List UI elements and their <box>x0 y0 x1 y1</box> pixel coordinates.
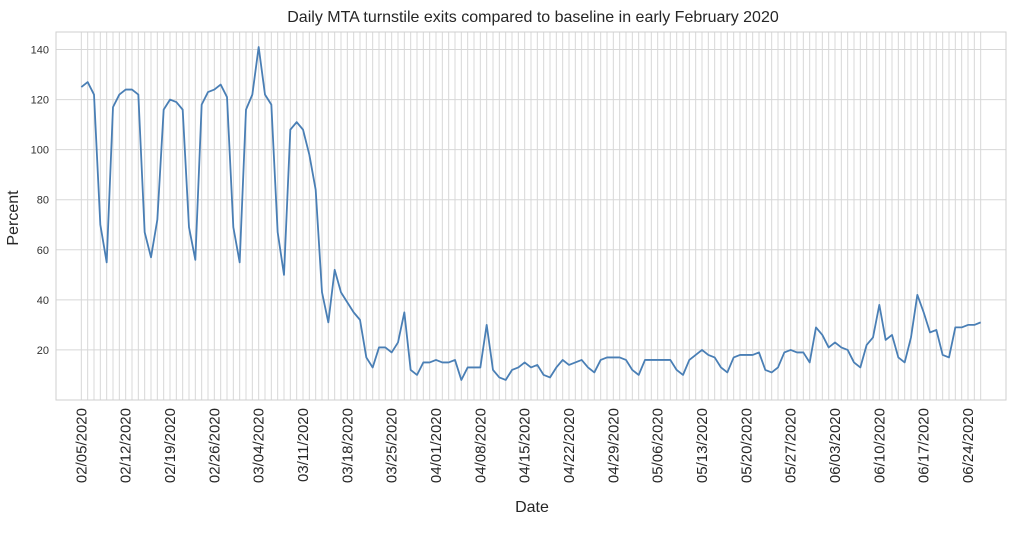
y-tick-label: 80 <box>37 195 49 207</box>
x-tick-label: 03/18/2020 <box>339 408 356 483</box>
grid-lines <box>56 32 1006 400</box>
x-tick-label: 02/26/2020 <box>206 408 223 483</box>
x-axis-ticks: 02/05/2020 02/12/2020 02/19/2020 02/26/2020… <box>73 408 977 483</box>
x-tick-label: 05/27/2020 <box>783 408 800 483</box>
x-axis-label: Date <box>515 499 549 516</box>
y-tick-label: 20 <box>37 345 49 357</box>
x-tick-label: 04/08/2020 <box>472 408 489 483</box>
y-tick-label: 100 <box>31 145 49 157</box>
x-tick-label: 02/05/2020 <box>73 408 90 483</box>
x-tick-label: 03/25/2020 <box>384 408 401 483</box>
y-tick-label: 60 <box>37 245 49 257</box>
x-tick-label: 04/22/2020 <box>561 408 578 483</box>
chart-title: Daily MTA turnstile exits compared to ba… <box>287 9 779 26</box>
y-tick-label: 40 <box>37 295 49 307</box>
x-tick-label: 06/17/2020 <box>916 408 933 483</box>
x-tick-label: 04/29/2020 <box>605 408 622 483</box>
x-tick-label: 04/15/2020 <box>517 408 534 483</box>
y-tick-label: 140 <box>31 45 49 57</box>
series-layer <box>80 46 982 381</box>
y-axis-label: Percent <box>5 190 22 246</box>
x-tick-label: 06/10/2020 <box>871 408 888 483</box>
x-tick-label: 05/13/2020 <box>694 408 711 483</box>
y-axis-ticks: 20 40 60 80 100 120 140 <box>31 45 49 357</box>
x-tick-label: 05/20/2020 <box>738 408 755 483</box>
x-tick-label: 06/03/2020 <box>827 408 844 483</box>
x-tick-label: 02/19/2020 <box>162 408 179 483</box>
series-line <box>80 46 982 381</box>
y-tick-label: 120 <box>31 95 49 107</box>
x-tick-label: 04/01/2020 <box>428 408 445 483</box>
x-tick-label: 06/24/2020 <box>960 408 977 483</box>
x-tick-label: 05/06/2020 <box>650 408 667 483</box>
x-tick-label: 03/11/2020 <box>295 408 312 482</box>
x-tick-label: 03/04/2020 <box>251 408 268 483</box>
x-tick-label: 02/12/2020 <box>118 408 135 483</box>
plot-area-frame <box>55 31 1007 401</box>
